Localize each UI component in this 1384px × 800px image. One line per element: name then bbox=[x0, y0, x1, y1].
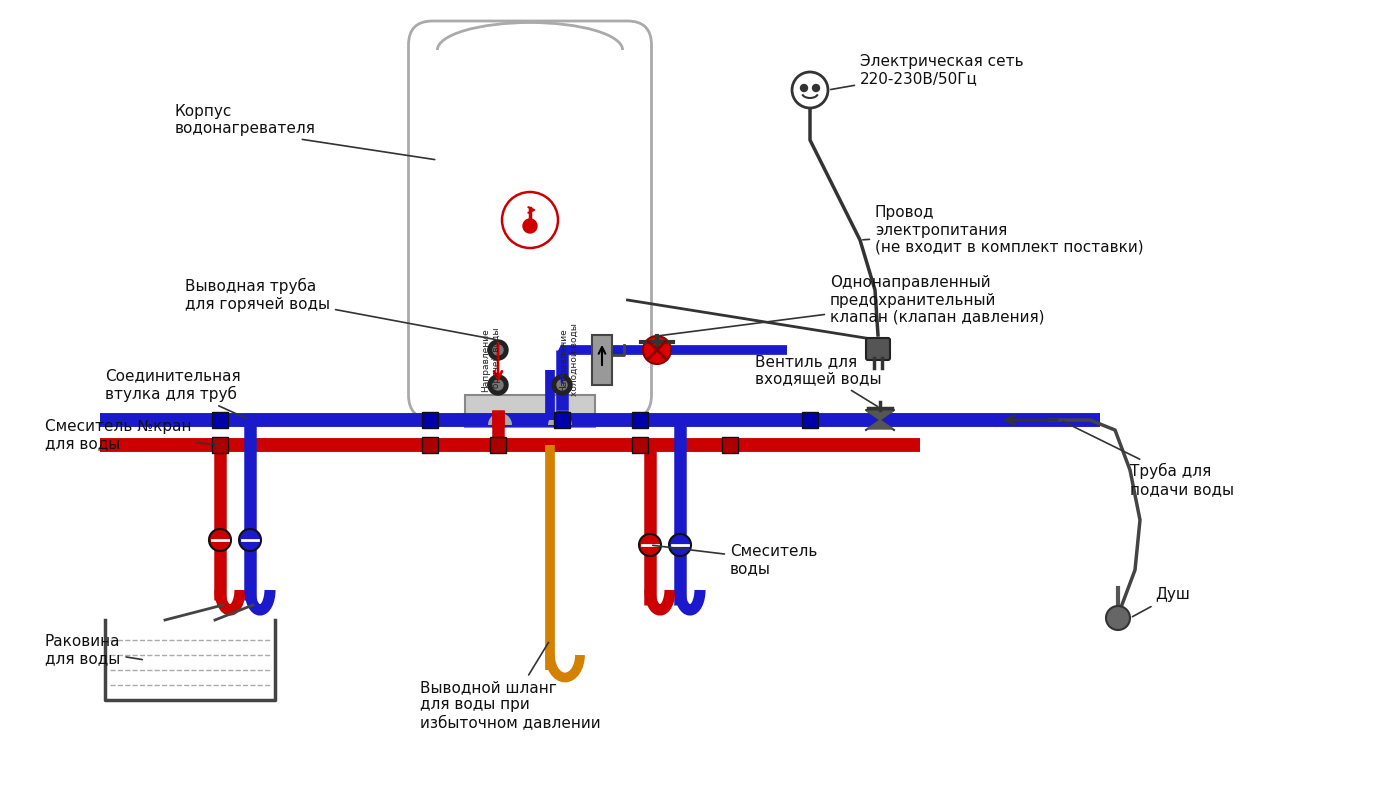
Circle shape bbox=[239, 529, 262, 551]
Text: Выводная труба
для горячей воды: Выводная труба для горячей воды bbox=[185, 278, 495, 339]
Bar bbox=[490, 437, 507, 453]
Text: Соединительная
втулка для труб: Соединительная втулка для труб bbox=[105, 368, 248, 419]
Text: Провод
электропитания
(не входит в комплект поставки): Провод электропитания (не входит в компл… bbox=[862, 205, 1143, 255]
Text: Корпус
водонагревателя: Корпус водонагревателя bbox=[174, 104, 435, 159]
Polygon shape bbox=[866, 411, 893, 420]
Text: Направление
горячей воды: Направление горячей воды bbox=[482, 327, 501, 393]
Circle shape bbox=[812, 85, 819, 91]
FancyBboxPatch shape bbox=[592, 335, 612, 385]
Circle shape bbox=[556, 380, 567, 390]
Text: Смеситель №кран
для воды: Смеситель №кран для воды bbox=[46, 419, 217, 451]
Circle shape bbox=[552, 375, 572, 395]
Bar bbox=[632, 437, 648, 453]
Text: Направление
холодной воды: Направление холодной воды bbox=[559, 323, 579, 397]
Polygon shape bbox=[866, 420, 893, 429]
Bar bbox=[801, 412, 818, 428]
Bar bbox=[632, 412, 648, 428]
Text: Труба для
подачи воды: Труба для подачи воды bbox=[1063, 422, 1235, 497]
Wedge shape bbox=[548, 413, 572, 425]
Text: Выводной шланг
для воды при
избыточном давлении: Выводной шланг для воды при избыточном д… bbox=[419, 642, 601, 730]
Circle shape bbox=[489, 375, 508, 395]
Text: Раковина
для воды: Раковина для воды bbox=[46, 634, 143, 666]
Circle shape bbox=[668, 534, 691, 556]
Bar bbox=[554, 412, 570, 428]
Circle shape bbox=[644, 336, 671, 364]
Circle shape bbox=[502, 192, 558, 248]
Circle shape bbox=[800, 85, 807, 91]
Circle shape bbox=[792, 72, 828, 108]
Circle shape bbox=[489, 340, 508, 360]
Circle shape bbox=[493, 345, 502, 355]
Bar bbox=[422, 412, 437, 428]
Text: Душ: Душ bbox=[1132, 587, 1190, 617]
Circle shape bbox=[493, 380, 502, 390]
FancyBboxPatch shape bbox=[465, 395, 595, 427]
Circle shape bbox=[209, 529, 231, 551]
Text: Смеситель
воды: Смеситель воды bbox=[653, 544, 818, 576]
Bar bbox=[212, 412, 228, 428]
Bar bbox=[722, 437, 738, 453]
Bar bbox=[212, 437, 228, 453]
Text: Электрическая сеть
220-230В/50Гц: Электрическая сеть 220-230В/50Гц bbox=[830, 54, 1024, 90]
Text: Вентиль для
входящей воды: Вентиль для входящей воды bbox=[756, 354, 882, 406]
Bar bbox=[422, 437, 437, 453]
Wedge shape bbox=[489, 413, 512, 425]
Circle shape bbox=[639, 534, 662, 556]
Text: Однонаправленный
предохранительный
клапан (клапан давления): Однонаправленный предохранительный клапа… bbox=[660, 275, 1045, 336]
FancyBboxPatch shape bbox=[408, 21, 652, 419]
FancyBboxPatch shape bbox=[866, 338, 890, 360]
Circle shape bbox=[1106, 606, 1129, 630]
Circle shape bbox=[523, 219, 537, 233]
